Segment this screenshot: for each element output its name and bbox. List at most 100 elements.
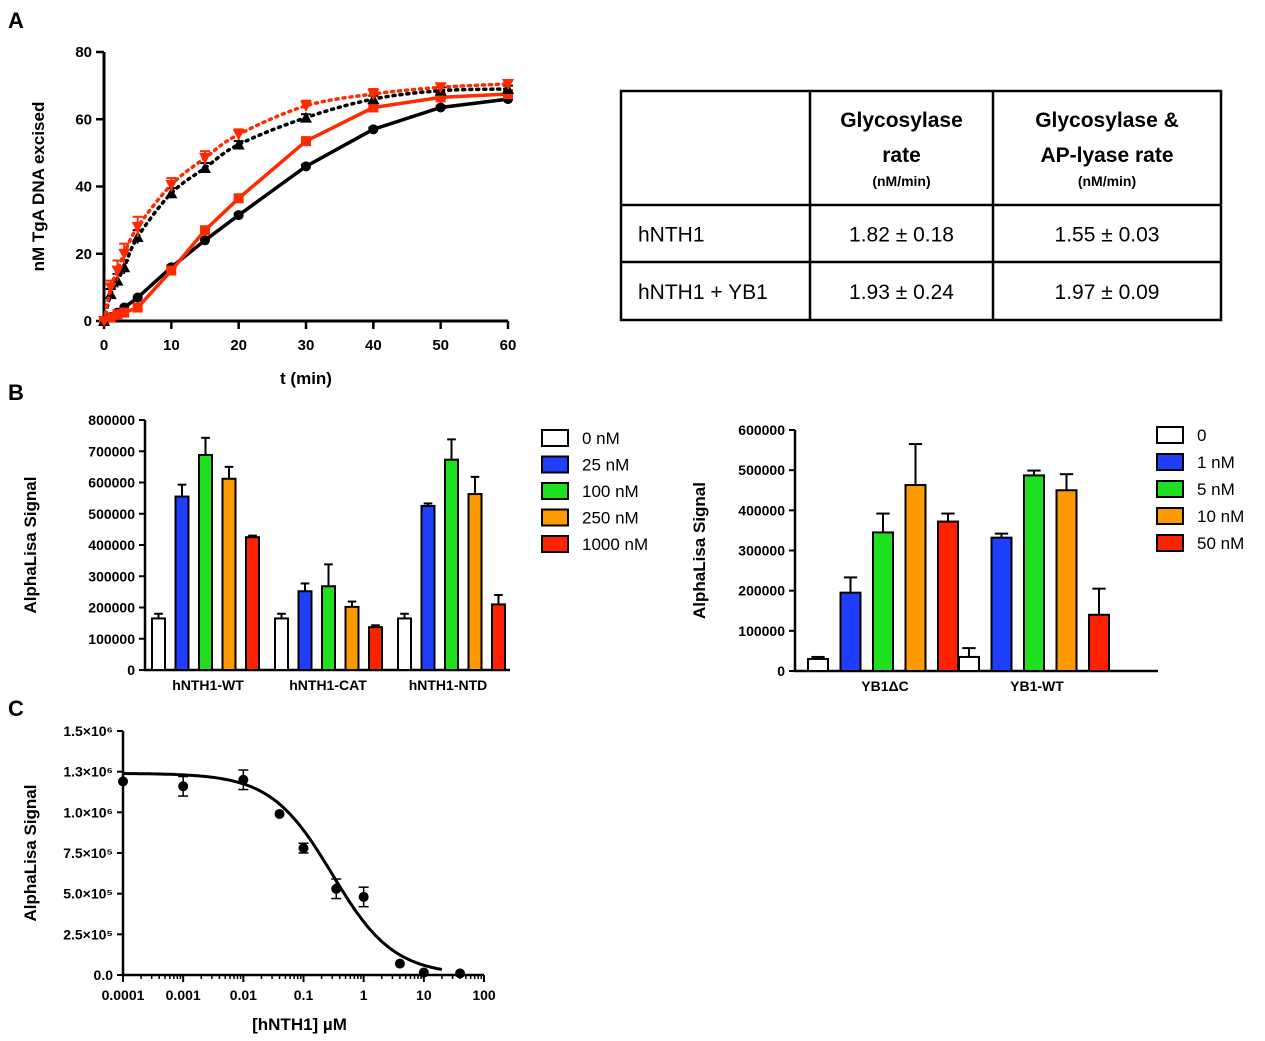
y-tick-label: 700000: [88, 443, 135, 459]
y-axis-label: AlphaLisa Signal: [21, 785, 40, 922]
data-point: [118, 248, 131, 260]
x-tick-label: 10: [416, 987, 432, 1003]
y-tick-label: 500000: [738, 462, 785, 478]
bar: [990, 536, 1013, 672]
data-point: [298, 843, 309, 854]
legend-swatch: [541, 429, 569, 447]
legend-swatch: [541, 482, 569, 500]
y-tick-label: 1.5×10⁶: [63, 723, 113, 739]
data-point: [132, 292, 143, 303]
data-point: [119, 307, 130, 318]
y-tick-label: 100000: [738, 623, 785, 639]
data-point: [503, 89, 513, 100]
y-tick-label: 300000: [738, 543, 785, 559]
table-cell: 1.55 ± 0.03: [1055, 224, 1160, 247]
x-tick-label: 100: [472, 987, 496, 1003]
legend-label: 100 nM: [582, 482, 639, 501]
bar: [174, 495, 190, 671]
legend-swatch: [541, 508, 569, 527]
table-unit: (nM/min): [1078, 173, 1136, 189]
fit-curve: [123, 772, 443, 971]
data-point: [112, 309, 123, 320]
panel-label-c: C: [8, 696, 24, 721]
data-point: [368, 124, 379, 135]
data-point: [200, 225, 210, 236]
chart-c-dose-response: 0.0 2.5×10⁵ 5.0×10⁵ 7.5×10⁵ 1.0×10⁶ 1.3×10⁶ 1.…: [21, 723, 496, 1034]
table-cell: 1.82 ± 0.18: [849, 224, 954, 247]
data-point: [104, 282, 117, 294]
data-point: [301, 136, 311, 147]
y-tick-label: 60: [75, 111, 92, 128]
data-point: [502, 78, 514, 90]
data-point: [165, 187, 178, 199]
legend-swatch: [1156, 480, 1184, 498]
y-axis-label: nM TgA DNA excised: [29, 102, 48, 272]
bar: [1055, 489, 1078, 672]
legend-label: 0: [1197, 426, 1206, 445]
x-tick-label: 0.001: [166, 987, 201, 1003]
category-label: hNTH1-CAT: [289, 677, 367, 693]
y-tick-label: 400000: [738, 502, 785, 518]
bar: [344, 605, 360, 671]
data-point: [300, 111, 312, 123]
x-tick-label: 0.01: [230, 987, 257, 1003]
x-tick-label: 0: [100, 337, 108, 354]
series-line: [103, 92, 509, 323]
data-point: [178, 781, 189, 792]
panel-label-a: A: [8, 8, 24, 33]
legend-swatch: [1156, 426, 1184, 444]
data-point: [331, 883, 342, 894]
data-point: [131, 221, 144, 233]
data-point: [435, 92, 446, 103]
bar: [467, 493, 483, 671]
bar: [245, 536, 260, 671]
x-tick-label: 40: [365, 337, 382, 354]
data-point: [435, 102, 446, 113]
bar: [839, 591, 862, 672]
data-point: [232, 138, 245, 150]
table-header: Glycosylase &: [1035, 109, 1179, 132]
category-label: hNTH1-NTD: [409, 677, 488, 693]
legend-label: 1000 nM: [582, 535, 648, 554]
legend-label: 250 nM: [582, 509, 639, 528]
bar: [297, 590, 313, 671]
bar: [198, 454, 213, 671]
data-point: [118, 776, 128, 787]
y-tick-label: 80: [75, 44, 92, 61]
legend-label: 0 nM: [582, 429, 620, 448]
y-tick-label: 1.3×10⁶: [63, 764, 113, 780]
data-point: [358, 891, 369, 902]
data-point: [233, 193, 244, 204]
y-tick-label: 1.0×10⁶: [63, 804, 113, 820]
data-point: [98, 316, 110, 327]
y-tick-label: 200000: [88, 600, 135, 616]
legend-swatch: [1156, 534, 1184, 552]
legend-swatch: [541, 455, 569, 474]
rate-table: Glycosylase rate (nM/min) Glycosylase & AP-l…: [619, 89, 1223, 322]
bar: [420, 504, 436, 671]
data-point: [111, 265, 124, 277]
bar: [444, 458, 459, 671]
y-tick-label: 800000: [88, 412, 135, 428]
data-point: [394, 958, 405, 969]
y-tick-label: 0.0: [94, 967, 114, 983]
y-tick-label: 20: [75, 246, 92, 263]
data-point: [165, 179, 178, 191]
x-axis-label: [hNTH1] µM: [252, 1015, 347, 1034]
bar: [491, 603, 506, 671]
data-point: [367, 89, 380, 101]
table-row-label: hNTH1: [638, 224, 705, 247]
table-header: Glycosylase: [840, 109, 963, 132]
chart-a-kinetics: 0 20 40 60 80 0 10 20 30 40 50 60 t (min) nM TgA DNA …: [29, 44, 516, 388]
bar: [937, 520, 959, 673]
bar: [1023, 474, 1045, 672]
x-tick-label: 0.0001: [102, 987, 145, 1003]
series-line: [102, 87, 510, 323]
x-tick-label: 0.1: [294, 987, 314, 1003]
data-point: [300, 100, 312, 112]
bar: [274, 617, 289, 671]
y-tick-label: 40: [75, 179, 92, 196]
data-point: [274, 808, 285, 819]
x-tick-label: 50: [432, 337, 449, 354]
